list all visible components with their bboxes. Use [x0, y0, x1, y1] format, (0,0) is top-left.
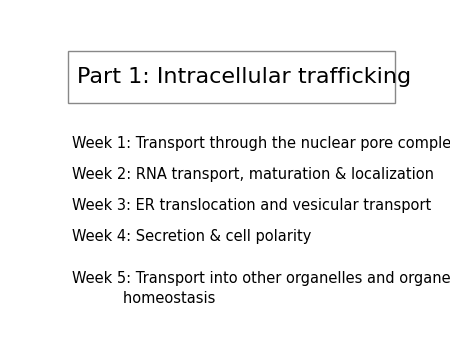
- Text: Part 1: Intracellular trafficking: Part 1: Intracellular trafficking: [77, 67, 411, 87]
- Text: Week 1: Transport through the nuclear pore complex: Week 1: Transport through the nuclear po…: [72, 136, 450, 150]
- Text: Week 2: RNA transport, maturation & localization: Week 2: RNA transport, maturation & loca…: [72, 167, 434, 182]
- FancyBboxPatch shape: [68, 51, 395, 103]
- Text: Week 4: Secretion & cell polarity: Week 4: Secretion & cell polarity: [72, 229, 311, 244]
- Text: Week 5: Transport into other organelles and organellar
           homeostasis: Week 5: Transport into other organelles …: [72, 271, 450, 306]
- Text: Week 3: ER translocation and vesicular transport: Week 3: ER translocation and vesicular t…: [72, 198, 431, 213]
